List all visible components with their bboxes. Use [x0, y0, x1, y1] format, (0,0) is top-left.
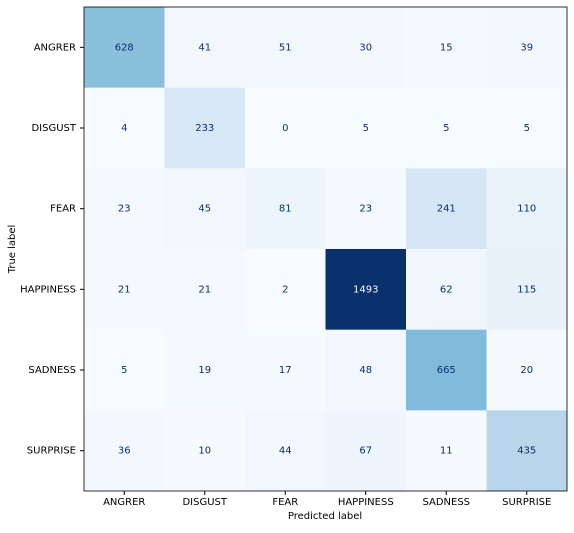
cell-label: 21	[198, 284, 211, 295]
cell-label: 39	[520, 42, 533, 53]
cell	[84, 168, 165, 250]
cell-label: 110	[517, 204, 536, 215]
cell	[245, 249, 326, 331]
cell	[486, 329, 568, 411]
cell-label: 30	[359, 42, 372, 53]
cell	[164, 329, 246, 411]
cell-label: 41	[198, 42, 211, 53]
y-axis-label: True label	[7, 225, 18, 275]
cell	[84, 329, 165, 411]
cell	[486, 249, 568, 331]
cell-label: 0	[282, 123, 288, 134]
cell	[486, 168, 568, 250]
cell-label: 241	[437, 204, 456, 215]
cell	[406, 249, 487, 331]
x-axis-label: Predicted label	[288, 511, 362, 522]
cell-label: 5	[363, 123, 369, 134]
cell-label: 23	[118, 204, 131, 215]
cell	[325, 87, 407, 169]
plot-frame	[83, 6, 568, 492]
cell-label: 5	[524, 123, 530, 134]
cell	[245, 7, 326, 89]
cell	[84, 7, 165, 89]
cell-label: 435	[517, 446, 536, 457]
cell	[164, 410, 246, 492]
cell	[406, 168, 487, 250]
cell	[406, 329, 487, 411]
cell-label: 21	[118, 284, 131, 295]
cell	[325, 329, 407, 411]
cell-label: 5	[121, 365, 127, 376]
cell	[406, 7, 487, 89]
cell-label: 5	[443, 123, 449, 134]
cell	[245, 87, 326, 169]
cell	[325, 410, 407, 492]
cell-label: 665	[437, 365, 456, 376]
x-tick-label: FEAR	[272, 497, 298, 508]
cell-label: 17	[279, 365, 292, 376]
cell-label: 45	[198, 204, 211, 215]
cell-label: 628	[115, 42, 134, 53]
cell-label: 4	[121, 123, 127, 134]
cell-label: 11	[440, 446, 453, 457]
cell-label: 51	[279, 42, 292, 53]
cell	[486, 87, 568, 169]
cell	[84, 87, 165, 169]
x-tick-label: SADNESS	[422, 497, 470, 508]
cell-label: 115	[517, 284, 536, 295]
x-tick-label: ANGRER	[103, 497, 145, 508]
cell-label: 48	[359, 365, 372, 376]
cell-label: 15	[440, 42, 453, 53]
cell	[325, 249, 407, 331]
y-tick-label: FEAR	[50, 204, 76, 215]
x-tick-label: DISGUST	[182, 497, 227, 508]
cell	[164, 249, 246, 331]
cell	[245, 168, 326, 250]
cell-label: 36	[118, 446, 131, 457]
cell-label: 2	[282, 284, 288, 295]
cell	[486, 7, 568, 89]
cell	[245, 410, 326, 492]
cell-label: 1493	[353, 284, 378, 295]
cell	[325, 7, 407, 89]
y-tick-label: SADNESS	[28, 365, 76, 376]
cell-label: 20	[520, 365, 533, 376]
cell-label: 44	[279, 446, 292, 457]
cell-label: 19	[198, 365, 211, 376]
cell	[245, 329, 326, 411]
x-tick-label: SURPRISE	[502, 497, 551, 508]
cell-label: 23	[359, 204, 372, 215]
cell	[325, 168, 407, 250]
y-tick-label: DISGUST	[31, 123, 76, 134]
cell-label: 81	[279, 204, 292, 215]
cell-label: 67	[359, 446, 372, 457]
y-tick-label: HAPPINESS	[20, 284, 76, 295]
cell-label: 233	[195, 123, 214, 134]
cell-label: 62	[440, 284, 453, 295]
cell	[84, 410, 165, 492]
y-tick-label: ANGRER	[34, 42, 76, 53]
cell	[406, 87, 487, 169]
cell	[164, 7, 246, 89]
cell	[406, 410, 487, 492]
y-tick-label: SURPRISE	[27, 446, 76, 457]
cell	[486, 410, 568, 492]
cell	[164, 87, 246, 169]
x-tick-label: HAPPINESS	[338, 497, 394, 508]
cell	[84, 249, 165, 331]
cell	[164, 168, 246, 250]
cell-label: 10	[198, 446, 211, 457]
